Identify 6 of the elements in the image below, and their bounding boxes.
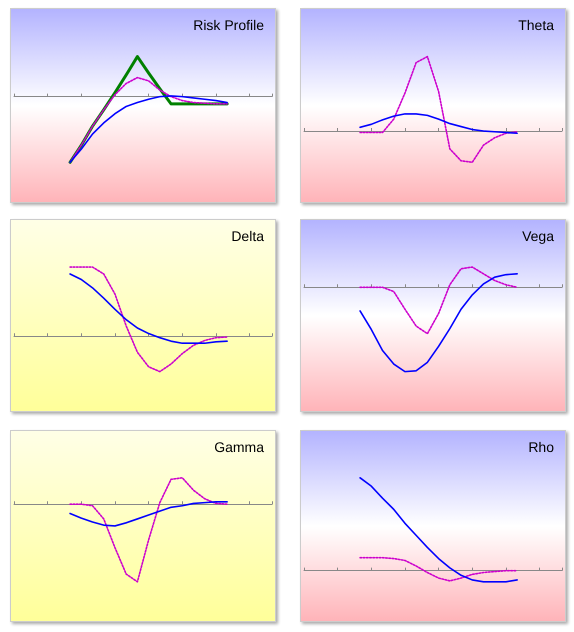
chart-title: Vega (522, 228, 554, 244)
chart-title: Rho (528, 439, 554, 455)
chart-title: Theta (518, 17, 554, 33)
chart-title: Delta (231, 228, 264, 244)
chart-title: Risk Profile (193, 17, 264, 33)
chart-title: Gamma (214, 439, 264, 455)
